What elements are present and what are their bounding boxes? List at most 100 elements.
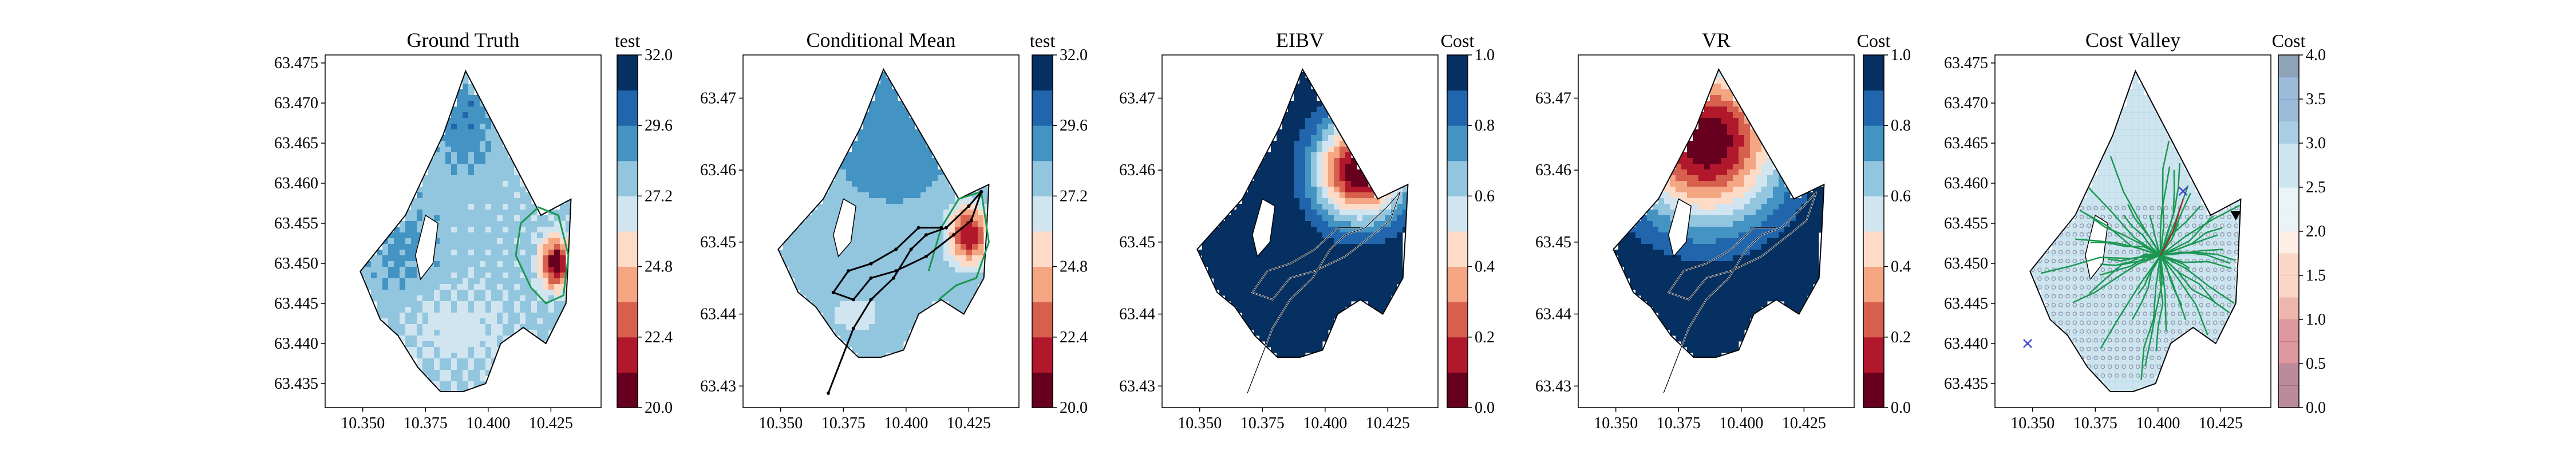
- field-cell: [892, 112, 898, 119]
- field-cell: [1317, 101, 1323, 107]
- axes-frame: [1161, 54, 1439, 408]
- field-cell: [1630, 273, 1636, 279]
- field-cell: [852, 290, 858, 296]
- field-cell: [1687, 335, 1693, 342]
- field-cell: [1368, 244, 1374, 250]
- field-cell: [2132, 341, 2139, 348]
- field-cell: [463, 164, 469, 170]
- field-cell: [1248, 324, 1254, 330]
- field-cell: [491, 141, 497, 147]
- field-cell: [422, 353, 429, 359]
- field-cell: [2064, 278, 2070, 285]
- field-cell: [2121, 284, 2127, 290]
- field-cell: [1322, 330, 1329, 336]
- field-cell: [1710, 101, 1716, 107]
- field-cell: [898, 313, 904, 319]
- field-cell: [1340, 187, 1346, 193]
- field-cell: [1294, 169, 1300, 176]
- field-cell: [2081, 290, 2087, 296]
- field-cell: [886, 273, 892, 279]
- field-cell: [485, 227, 492, 233]
- field-cell: [800, 261, 807, 267]
- field-cell: [1716, 181, 1722, 187]
- field-cell: [514, 221, 520, 227]
- field-cell: [548, 221, 555, 227]
- field-cell: [1328, 152, 1334, 159]
- field-cell: [1704, 267, 1710, 273]
- field-cell: [823, 227, 829, 233]
- field-cell: [1779, 210, 1785, 216]
- field-cell: [1305, 238, 1311, 244]
- field-cell: [1317, 341, 1323, 348]
- field-cell: [1739, 267, 1745, 273]
- field-cell: [1716, 318, 1722, 325]
- field-cell: [468, 238, 475, 244]
- field-cell: [869, 141, 875, 147]
- field-cell: [2092, 353, 2099, 359]
- field-cell: [526, 324, 532, 330]
- field-cell: [2127, 158, 2133, 164]
- field-cell: [1819, 210, 1824, 216]
- field-cell: [858, 175, 864, 181]
- field-cell: [548, 290, 555, 296]
- field-cell: [1288, 175, 1294, 181]
- field-cell: [1807, 267, 1814, 273]
- field-cell: [875, 221, 881, 227]
- field-cell: [1259, 169, 1266, 176]
- field-cell: [1231, 210, 1237, 216]
- field-cell: [1282, 324, 1289, 330]
- field-cell: [1733, 284, 1739, 290]
- field-cell: [1721, 290, 1728, 296]
- field-cell: [1299, 313, 1306, 319]
- field-cell: [835, 192, 841, 199]
- field-cell: [1710, 318, 1716, 325]
- field-cell: [428, 341, 434, 348]
- field-cell: [1277, 255, 1283, 262]
- field-cell: [497, 238, 503, 244]
- field-cell: [2098, 192, 2104, 199]
- field-cell: [1282, 192, 1289, 199]
- field-cell: [417, 313, 423, 319]
- field-cell: [1385, 215, 1392, 222]
- field-cell: [411, 273, 417, 279]
- field-cell: [1761, 169, 1768, 176]
- field-cell: [474, 250, 480, 256]
- field-cell: [829, 295, 835, 302]
- field-cell: [2046, 307, 2053, 313]
- field-cell: [1317, 318, 1323, 325]
- axes-frame: [742, 54, 1020, 408]
- field-cell: [503, 290, 509, 296]
- x-tick-label: 10.375: [1240, 414, 1285, 432]
- field-cell: [1334, 250, 1340, 256]
- field-cell: [1641, 267, 1647, 273]
- colorbar-tick-label: 20.0: [1060, 399, 1088, 417]
- field-cell: [2132, 135, 2139, 141]
- field-cell: [1328, 198, 1334, 204]
- field-cell: [1796, 204, 1802, 210]
- field-cell: [445, 244, 452, 250]
- field-cell: [2138, 238, 2144, 244]
- field-cell: [405, 295, 412, 302]
- field-cell: [1733, 124, 1739, 130]
- field-cell: [943, 278, 950, 285]
- field-cell: [491, 221, 497, 227]
- field-cell: [474, 95, 480, 101]
- field-cell: [875, 215, 881, 222]
- field-cell: [1790, 295, 1796, 302]
- field-cell: [1790, 284, 1796, 290]
- field-cell: [411, 227, 417, 233]
- field-cell: [2132, 164, 2139, 170]
- field-cell: [898, 187, 904, 193]
- field-cell: [1647, 273, 1653, 279]
- field-cell: [1345, 169, 1352, 176]
- field-cell: [863, 152, 870, 159]
- colorbar-band: [1032, 125, 1053, 161]
- field-cell: [394, 278, 400, 285]
- field-cell: [898, 181, 904, 187]
- field-cell: [1767, 250, 1773, 256]
- field-cell: [846, 301, 852, 307]
- field-cell: [463, 158, 469, 164]
- field-cell: [2046, 284, 2053, 290]
- field-cell: [829, 307, 835, 313]
- field-cell: [440, 175, 446, 181]
